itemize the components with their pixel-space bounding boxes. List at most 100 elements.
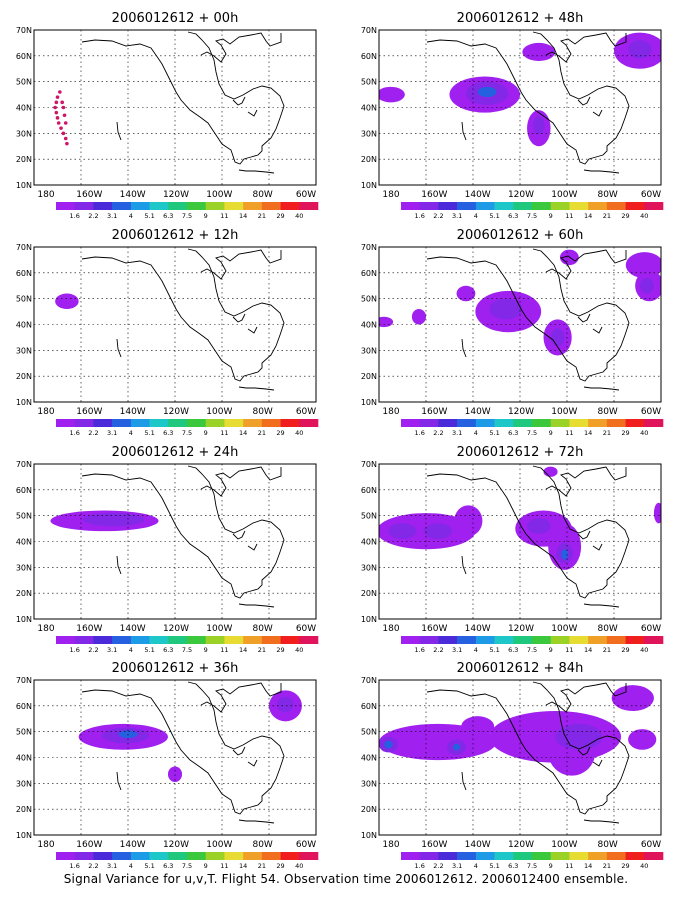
plot-area	[50, 465, 285, 608]
y-tick-label: 50N	[361, 728, 377, 737]
x-tick-label: 120W	[508, 624, 534, 634]
plot-area	[78, 681, 302, 824]
colorbar-label: 7.5	[527, 862, 537, 870]
variance-contour	[477, 86, 497, 98]
colorbar-swatch	[438, 636, 458, 644]
y-tick-label: 20N	[361, 589, 377, 598]
y-tick-label: 20N	[16, 155, 32, 164]
variance-contour	[628, 40, 652, 59]
colorbar-label: 2.2	[88, 862, 98, 870]
variance-contour	[522, 42, 556, 61]
y-tick-label: 20N	[361, 372, 377, 381]
colorbar-label: 6.3	[508, 862, 518, 870]
colorbar-label: 14	[239, 429, 247, 437]
x-tick-label: 80W	[597, 840, 617, 850]
colorbar-label: 6.3	[163, 212, 173, 220]
x-tick-label: 160W	[421, 624, 447, 634]
colorbar-swatch	[112, 852, 132, 860]
colorbar-swatch	[588, 419, 608, 427]
colorbar-label: 5.1	[489, 212, 499, 220]
plot-area	[81, 31, 285, 174]
observation-point	[60, 100, 64, 105]
x-tick-label: 180	[37, 624, 54, 634]
colorbar-swatch	[419, 202, 439, 210]
variance-contour	[423, 523, 452, 539]
colorbar-swatch	[644, 636, 664, 644]
colorbar-swatch	[187, 419, 207, 427]
colorbar-label: 3.1	[452, 429, 462, 437]
colorbar-swatch	[457, 419, 477, 427]
y-tick-label: 70N	[361, 460, 377, 469]
colorbar-swatch	[625, 202, 645, 210]
y-tick-label: 10N	[16, 831, 32, 840]
colorbar-swatch	[457, 202, 477, 210]
x-tick-label: 100W	[206, 624, 232, 634]
x-tick-label: 140W	[120, 840, 146, 850]
colorbar-label: 21	[258, 646, 266, 654]
colorbar-swatch	[243, 202, 263, 210]
colorbar-label: 5.1	[144, 429, 154, 437]
colorbar-swatch	[74, 636, 94, 644]
y-tick-label: 30N	[361, 129, 377, 138]
y-tick-label: 50N	[16, 78, 32, 87]
colorbar-swatch	[494, 202, 514, 210]
colorbar-label: 7.5	[182, 862, 192, 870]
colorbar-swatch	[261, 419, 281, 427]
colorbar-swatch	[243, 852, 263, 860]
colorbar: 1.6 2.2 3.1 4 5.1 6.3 7.5 9 11 14 21 29 40	[56, 419, 319, 437]
colorbar-label: 4	[129, 212, 133, 220]
colorbar-swatch	[401, 419, 421, 427]
plot-area	[379, 681, 657, 824]
colorbar-label: 11	[565, 429, 573, 437]
colorbar-swatch	[532, 636, 552, 644]
colorbar-label: 9	[204, 862, 208, 870]
colorbar-swatch	[588, 852, 608, 860]
x-tick-label: 160W	[421, 407, 447, 417]
plot-frame	[33, 463, 317, 620]
colorbar-swatch	[475, 419, 495, 427]
panel-title: 2006012612 + 60h	[457, 228, 584, 243]
colorbar-swatch	[569, 852, 589, 860]
x-tick-label: 60W	[296, 840, 316, 850]
colorbar-swatch	[261, 852, 281, 860]
colorbar-label: 3.1	[107, 212, 117, 220]
colorbar-label: 2.2	[433, 212, 443, 220]
colorbar-label: 2.2	[433, 646, 443, 654]
colorbar-swatch	[438, 852, 458, 860]
colorbar-label: 21	[258, 862, 266, 870]
colorbar-label: 3.1	[452, 862, 462, 870]
y-tick-label: 50N	[361, 78, 377, 87]
y-tick-label: 60N	[361, 269, 377, 278]
colorbar-label: 14	[584, 862, 592, 870]
y-tick-label: 60N	[16, 486, 32, 495]
y-tick-label: 50N	[16, 728, 32, 737]
x-tick-label: 60W	[296, 190, 316, 200]
x-tick-label: 80W	[252, 190, 272, 200]
x-tick-label: 180	[37, 407, 54, 417]
colorbar-label: 3.1	[107, 429, 117, 437]
colorbar-label: 21	[603, 429, 611, 437]
y-tick-label: 40N	[361, 104, 377, 113]
y-tick-label: 40N	[361, 321, 377, 330]
colorbar-label: 7.5	[182, 646, 192, 654]
plot-frame	[33, 246, 317, 403]
variance-contour	[532, 116, 545, 135]
x-tick-label: 80W	[597, 624, 617, 634]
colorbar-label: 9	[549, 212, 553, 220]
colorbar-label: 4	[474, 862, 478, 870]
variance-contour	[55, 293, 79, 309]
colorbar-label: 11	[220, 646, 228, 654]
y-tick-label: 30N	[16, 779, 32, 788]
figure-caption: Signal Variance for u,v,T. Flight 54. Ob…	[63, 872, 629, 886]
x-tick-label: 180	[382, 840, 399, 850]
colorbar-swatch	[93, 852, 113, 860]
y-tick-label: 60N	[16, 702, 32, 711]
y-tick-label: 30N	[361, 346, 377, 355]
y-tick-label: 30N	[16, 129, 32, 138]
colorbar: 1.6 2.2 3.1 4 5.1 6.3 7.5 9 11 14 21 29 40	[401, 636, 664, 654]
colorbar-swatch	[74, 419, 94, 427]
observation-point	[53, 105, 57, 110]
y-tick-label: 70N	[16, 460, 32, 469]
x-tick-label: 100W	[551, 407, 577, 417]
plot-frame	[378, 679, 662, 836]
